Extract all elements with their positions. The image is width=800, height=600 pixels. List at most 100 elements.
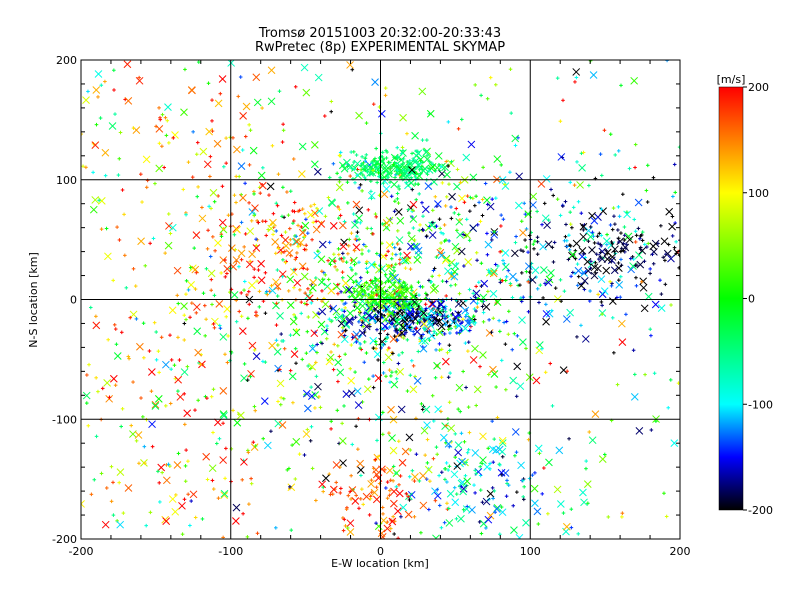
scatter-point (408, 373, 413, 378)
scatter-point (345, 180, 350, 184)
scatter-point (348, 366, 353, 371)
scatter-point (526, 279, 531, 284)
scatter-point (523, 238, 527, 242)
scatter-point (455, 217, 464, 226)
scatter-point (308, 344, 317, 353)
scatter-point (561, 511, 566, 515)
scatter-point (519, 219, 524, 224)
scatter-point (261, 359, 265, 364)
scatter-point (300, 357, 305, 362)
scatter-point (534, 444, 543, 453)
scatter-point (546, 511, 550, 516)
scatter-point (615, 281, 624, 289)
x-tick-label: 200 (670, 545, 691, 558)
scatter-point (445, 519, 454, 527)
scatter-point (405, 338, 410, 342)
scatter-point (387, 405, 395, 414)
scatter-point (338, 175, 342, 180)
scatter-point (183, 422, 187, 427)
scatter-point (118, 130, 123, 135)
scatter-point (249, 481, 254, 486)
scatter-point (540, 222, 544, 227)
scatter-point (404, 510, 413, 519)
scatter-point (333, 315, 338, 320)
scatter-point (160, 470, 164, 475)
scatter-point (648, 327, 653, 331)
scatter-point (252, 213, 257, 218)
scatter-point (294, 361, 298, 366)
scatter-point (392, 532, 396, 536)
scatter-point (410, 187, 415, 192)
scatter-point (398, 257, 402, 262)
scatter-point (288, 189, 293, 194)
scatter-point (394, 208, 403, 216)
scatter-point (94, 122, 99, 127)
scatter-point (240, 478, 245, 482)
scatter-point (369, 478, 374, 482)
scatter-point (92, 321, 101, 330)
scatter-point (574, 266, 583, 275)
scatter-point (213, 248, 217, 253)
y-tick-label: 200 (56, 54, 77, 67)
scatter-point (435, 487, 440, 492)
scatter-point (396, 201, 401, 205)
scatter-point (327, 286, 336, 295)
scatter-point (127, 356, 131, 361)
scatter-point (549, 187, 553, 192)
scatter-point (568, 180, 573, 185)
scatter-point (150, 444, 155, 449)
scatter-point (513, 143, 518, 148)
scatter-point (283, 230, 288, 234)
scatter-point (479, 519, 488, 528)
scatter-point (312, 225, 321, 234)
scatter-point (417, 293, 421, 297)
scatter-point (238, 327, 247, 336)
scatter-point (377, 109, 386, 118)
scatter-point (665, 207, 674, 216)
scatter-point (588, 246, 596, 254)
scatter-point (432, 266, 437, 271)
scatter-point (498, 439, 507, 447)
scatter-point (176, 451, 181, 456)
scatter-point (466, 349, 470, 353)
scatter-point (589, 71, 598, 79)
scatter-point (314, 382, 322, 391)
scatter-point (219, 271, 223, 275)
scatter-point (588, 436, 597, 445)
chart-subtitle: RwPretec (8p) EXPERIMENTAL SKYMAP (255, 40, 505, 55)
scatter-point (519, 271, 524, 275)
scatter-point (94, 375, 98, 380)
scatter-point (424, 182, 433, 190)
scatter-point (508, 67, 513, 71)
scatter-point (327, 175, 332, 180)
scatter-point (254, 310, 258, 315)
scatter-point (190, 175, 195, 179)
scatter-point (180, 108, 188, 117)
y-axis-label: N-S location [km] (27, 252, 40, 348)
scatter-point (209, 277, 214, 282)
scatter-point (535, 286, 540, 291)
scatter-point (440, 470, 444, 475)
scatter-point (448, 371, 452, 375)
scatter-point (379, 516, 388, 525)
scatter-point (314, 360, 318, 365)
scatter-point (385, 480, 390, 484)
scatter-point (419, 530, 423, 535)
scatter-point (401, 256, 410, 265)
scatter-point (285, 190, 289, 194)
scatter-point (101, 148, 110, 157)
scatter-point (463, 477, 472, 486)
scatter-point (276, 379, 285, 388)
scatter-point (214, 239, 222, 247)
scatter-point (246, 289, 251, 294)
scatter-point (663, 258, 667, 263)
scatter-point (581, 335, 590, 343)
scatter-point (411, 364, 416, 368)
scatter-point (444, 461, 449, 465)
scatter-point (85, 373, 89, 377)
scatter-point (542, 317, 550, 326)
scatter-point (658, 278, 662, 283)
scatter-point (540, 266, 548, 274)
scatter-point (453, 246, 461, 255)
scatter-point (286, 275, 295, 284)
